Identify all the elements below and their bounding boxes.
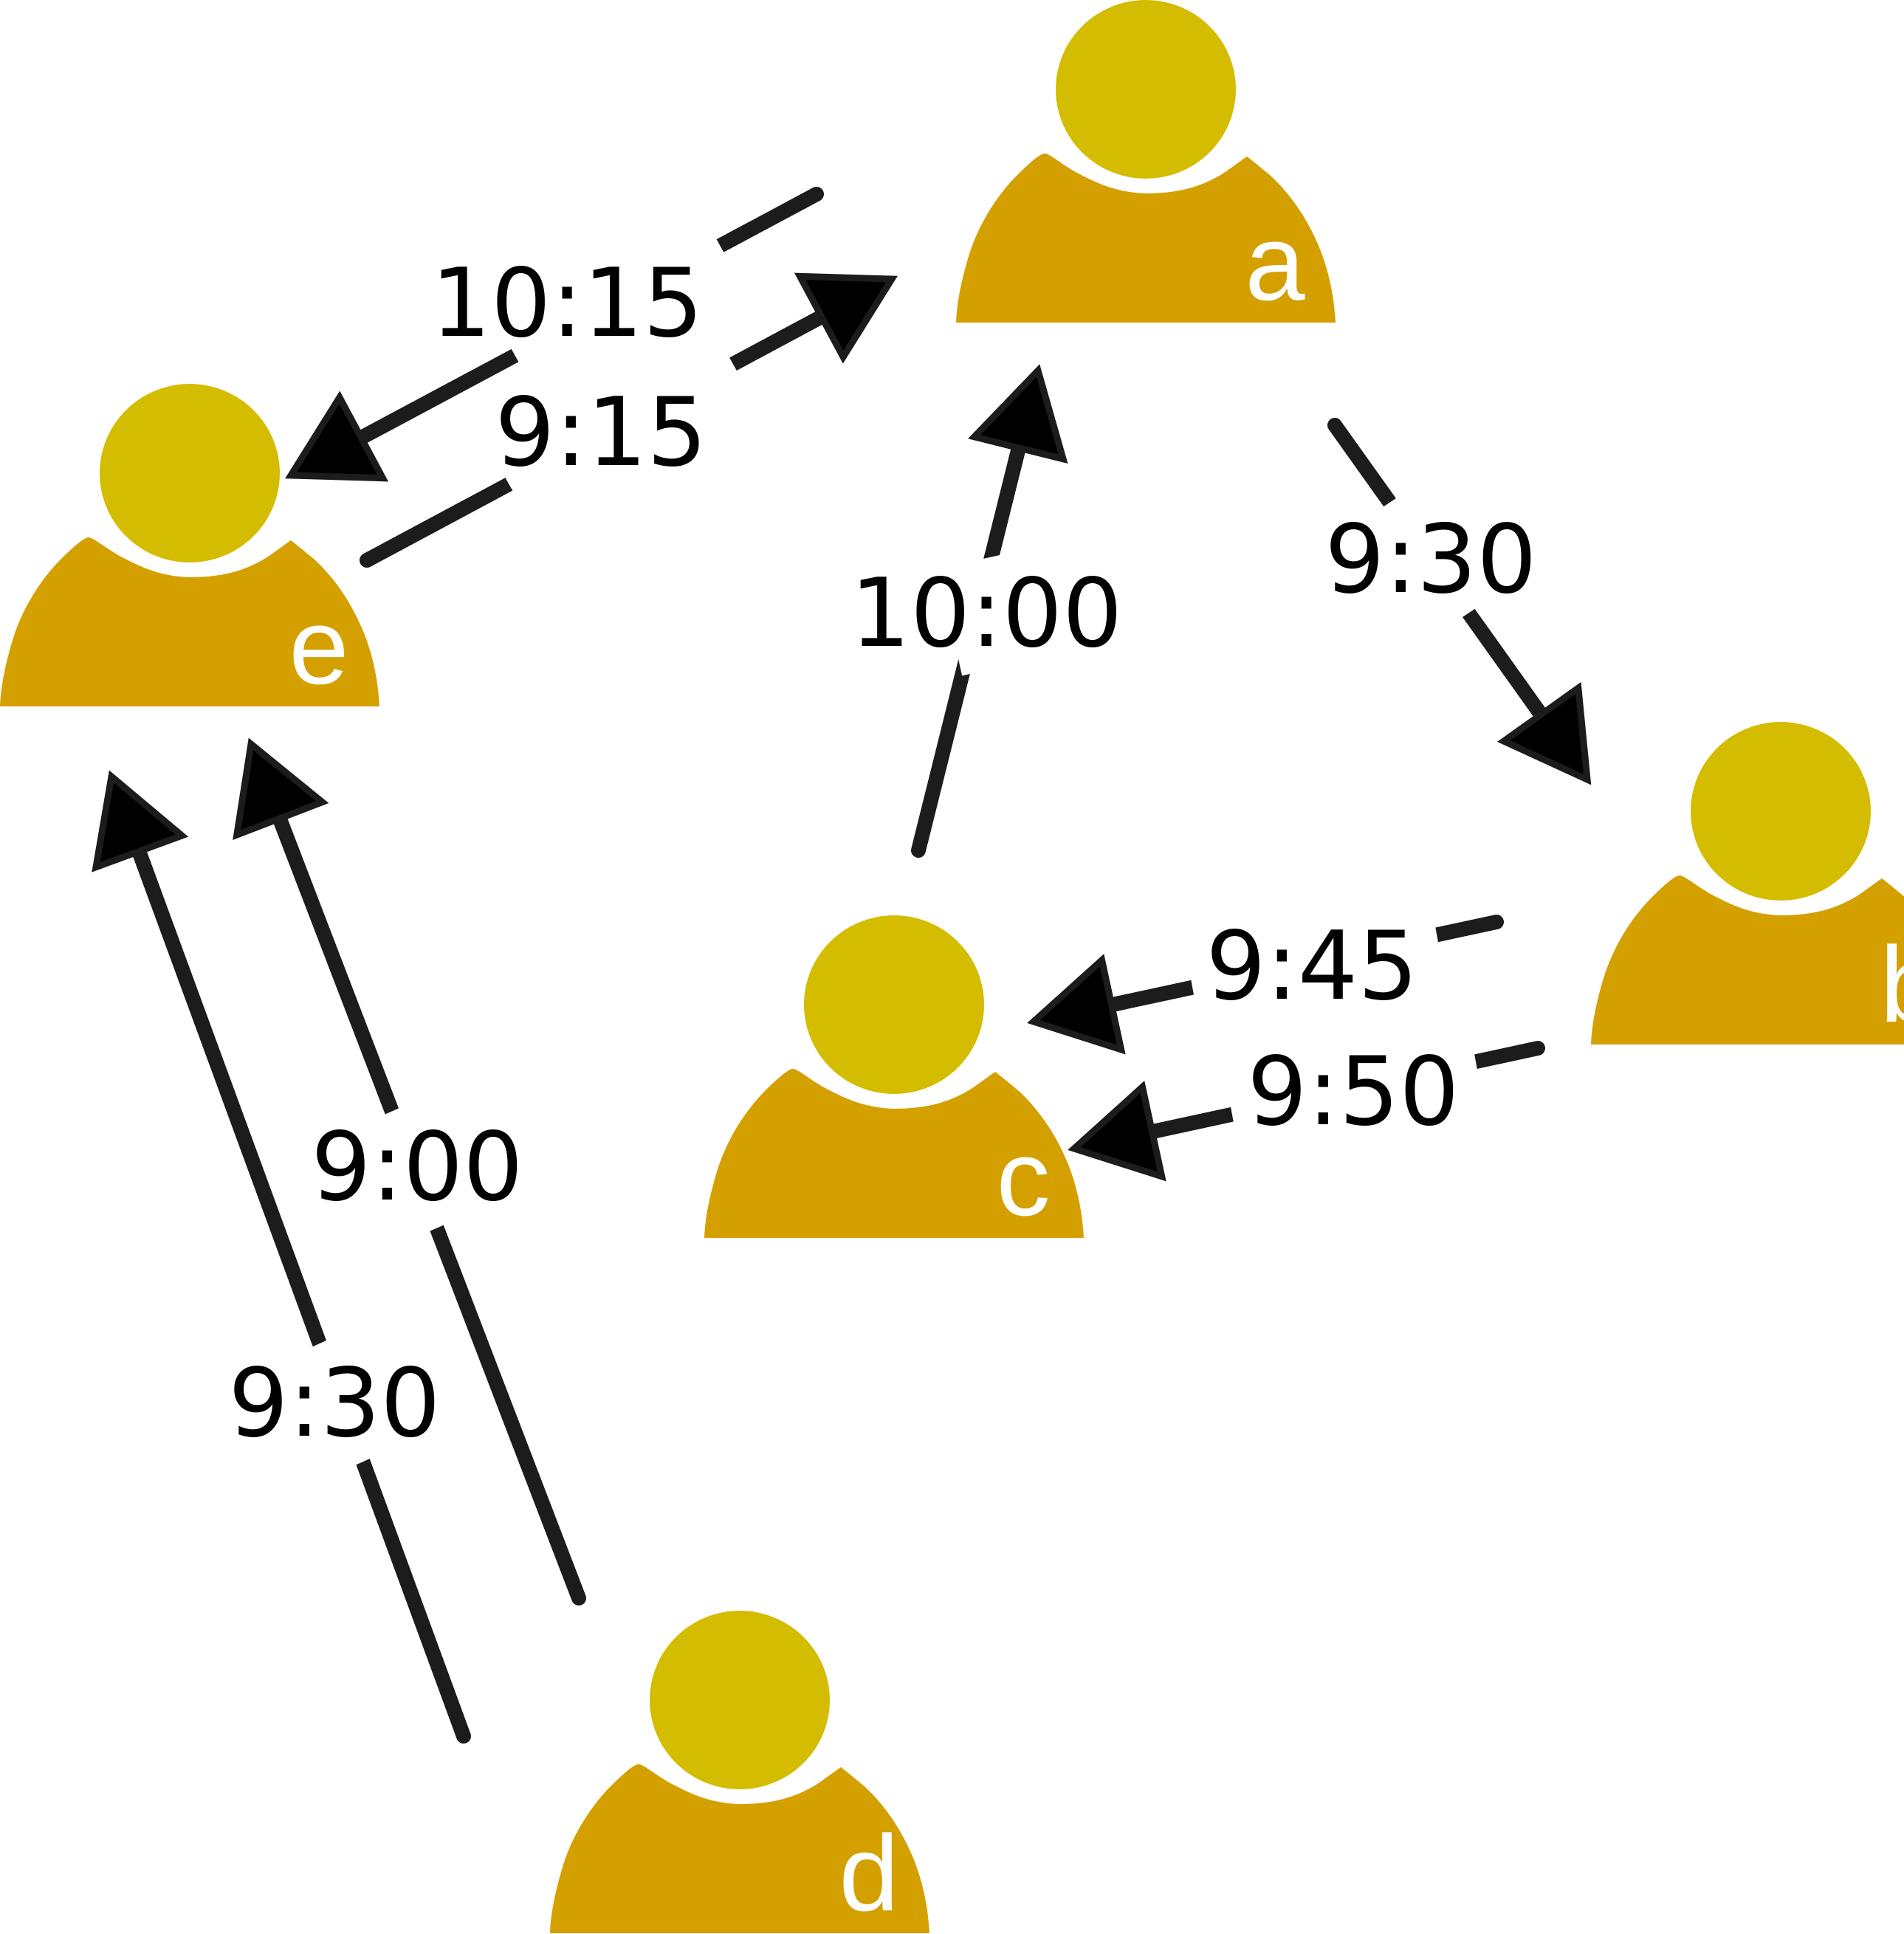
edge-time-label: 9:30 [228, 1349, 440, 1459]
person-body [956, 154, 1336, 323]
label-gap [279, 1332, 396, 1476]
node-b: b [1591, 722, 1904, 1045]
node-label-b: b [1880, 924, 1904, 1045]
node-label-d: d [839, 1813, 898, 1933]
edge-a-to-e: 10:15 [285, 187, 824, 482]
label-gap [492, 329, 749, 516]
arrowhead-icon [285, 390, 389, 482]
person-body [550, 1764, 929, 1933]
person-body [704, 1069, 1084, 1238]
person-head [1056, 0, 1236, 179]
arrowhead-icon [794, 272, 898, 364]
arrowhead-icon [92, 770, 189, 873]
node-label-a: a [1245, 202, 1305, 323]
person-body [0, 537, 379, 706]
edge-time-label: 9:45 [1206, 912, 1417, 1022]
person-body [1591, 875, 1904, 1045]
label-gap [938, 553, 1031, 676]
node-e: e [0, 384, 379, 706]
edge-time-label: 10:00 [850, 559, 1123, 669]
arrowhead-icon [233, 737, 329, 841]
edge-line [128, 836, 471, 1744]
edge-time-label: 10:15 [431, 249, 704, 359]
edges-layer: 9:15 10:15 9:30 10:00 9:45 9:50 9:00 9:30 [92, 187, 1592, 1744]
person-icon [1591, 722, 1904, 1045]
edge-d-to-e-930: 9:30 [92, 770, 471, 1744]
label-gap [1364, 480, 1499, 633]
arrowhead-icon [1068, 1080, 1166, 1182]
label-gap [1183, 895, 1443, 1010]
person-head [650, 1611, 830, 1789]
person-icon [550, 1611, 929, 1933]
person-head [100, 384, 280, 562]
edge-time-label: 9:30 [1324, 505, 1536, 615]
node-d: d [550, 1611, 929, 1933]
edge-time-label: 9:00 [311, 1112, 523, 1222]
label-gap [499, 215, 738, 390]
edge-time-label: 9:50 [1247, 1037, 1459, 1147]
arrowhead-icon [1027, 954, 1126, 1055]
edge-e-to-a: 9:15 [360, 272, 898, 568]
edge-c-to-a: 10:00 [850, 364, 1123, 858]
edge-b-to-c-945: 9:45 [1027, 895, 1504, 1055]
node-a: a [956, 0, 1336, 323]
edge-b-to-c-950: 9:50 [1068, 1022, 1545, 1182]
person-icon [0, 384, 379, 706]
node-label-c: c [997, 1118, 1051, 1238]
arrowhead-icon [1496, 681, 1592, 785]
label-gap [1223, 1022, 1482, 1138]
edge-d-to-e-900: 9:00 [233, 737, 586, 1606]
person-icon [956, 0, 1336, 323]
edge-time-label: 9:15 [495, 378, 707, 488]
label-gap [360, 1096, 475, 1240]
person-head [804, 915, 984, 1094]
person-icon [704, 915, 1084, 1238]
node-c: c [704, 915, 1084, 1238]
person-head [1691, 722, 1871, 901]
arrowhead-icon [968, 364, 1068, 464]
edge-a-to-b: 9:30 [1324, 418, 1592, 785]
node-label-e: e [289, 586, 348, 706]
